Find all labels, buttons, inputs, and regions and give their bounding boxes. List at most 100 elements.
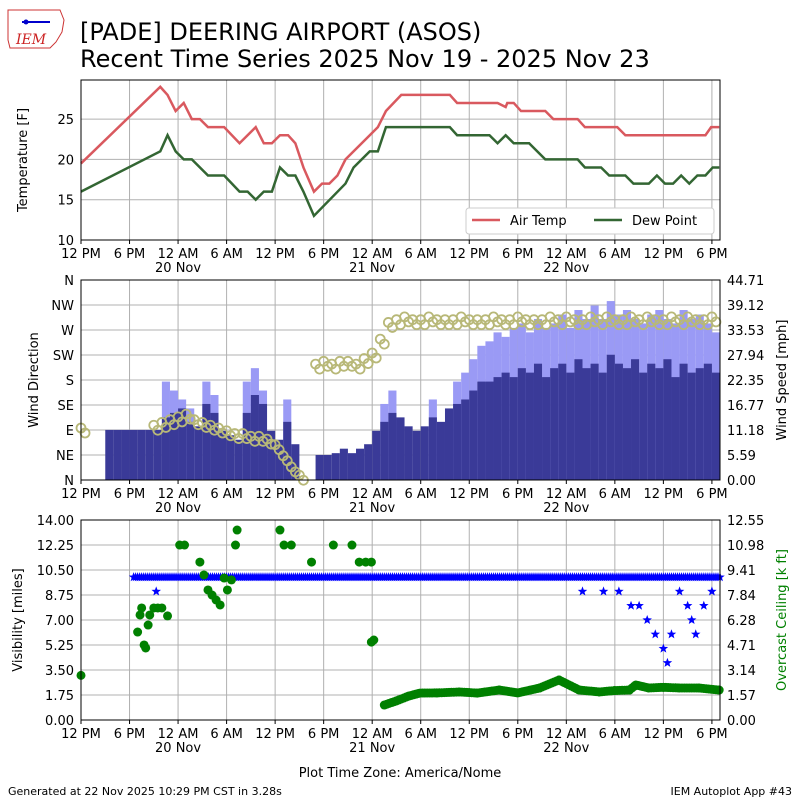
speed-bar (444, 408, 454, 480)
y-tick-label: 15 (57, 194, 74, 209)
ceiling-tick-label: 10.98 (727, 539, 764, 554)
ceiling-tick-label: 3.14 (727, 664, 756, 679)
x-tick-label: 12 PM (255, 247, 295, 262)
ceiling-point (145, 610, 155, 620)
speed-bar (436, 421, 445, 480)
speed-bar (703, 363, 712, 480)
app-footer: IEM Autoplot App #43 (671, 785, 793, 798)
visibility-point (674, 586, 685, 596)
speed-bar (428, 417, 437, 480)
ceiling-point (232, 525, 242, 535)
speed-bar (145, 429, 154, 480)
speed-bar (412, 430, 421, 480)
speed-bar (153, 429, 162, 480)
speed-bar (275, 439, 284, 480)
ceiling-point (286, 540, 296, 550)
x-tick-label: 12 PM (255, 487, 295, 502)
visibility-point (577, 586, 588, 596)
x-tick-label: 6 AM (404, 727, 437, 742)
visibility-point (658, 643, 669, 653)
ceiling-point (137, 603, 147, 613)
x-tick-label: 6 PM (502, 727, 533, 742)
ceiling-tick-label: 12.55 (727, 514, 764, 529)
ceiling-point (307, 557, 317, 567)
speed-bar (550, 368, 559, 480)
speed-tick-label: 22.35 (727, 374, 764, 389)
x-tick-label: 12 PM (644, 727, 684, 742)
x-tick-label: 6 PM (502, 487, 533, 502)
speed-bar (364, 444, 373, 480)
ceiling-point (222, 585, 232, 595)
legend-label: Dew Point (632, 214, 697, 229)
speed-bar (388, 412, 397, 480)
x-tick-label: 6 PM (696, 727, 727, 742)
speed-tick-label: 27.94 (727, 349, 764, 364)
x-date-label: 22 Nov (543, 741, 589, 756)
x-tick-label: 6 AM (599, 727, 632, 742)
iem-logo: IEM (7, 9, 65, 49)
x-tick-label: 12 AM (546, 487, 587, 502)
visibility-point (614, 586, 624, 596)
ceiling-point (275, 525, 285, 535)
x-tick-label: 12 PM (61, 727, 101, 742)
speed-bar (574, 359, 583, 480)
speed-bar (380, 421, 389, 480)
x-tick-label: 12 AM (158, 247, 199, 262)
speed-bar (372, 430, 381, 480)
visibility-point (682, 600, 693, 610)
speed-bar (647, 363, 656, 480)
speed-bar (420, 426, 429, 480)
y-axis-label: Wind Direction (27, 332, 42, 428)
ceiling-point (226, 575, 236, 585)
direction-tick-label: NW (51, 299, 74, 314)
y-axis-label: Visibility [miles] (11, 568, 26, 671)
speed-bar (129, 429, 138, 480)
x-tick-label: 12 PM (449, 247, 489, 262)
speed-bar (542, 377, 551, 480)
speed-bar (663, 359, 672, 480)
x-tick-label: 12 AM (158, 487, 199, 502)
speed-bar (283, 421, 292, 480)
speed-bar (590, 363, 599, 480)
direction-point (370, 352, 382, 364)
speed-tick-label: 0.00 (727, 474, 756, 489)
speed-tick-label: 16.77 (727, 399, 764, 414)
speed-bar (614, 363, 623, 480)
ceiling-point (366, 557, 376, 567)
speed-bar (178, 408, 187, 480)
ceiling-tick-label: 0.00 (727, 714, 756, 729)
x-tick-label: 6 PM (308, 727, 339, 742)
speed-bar (404, 426, 413, 480)
speed-bar (533, 363, 543, 480)
visibility-tick-label: 5.25 (45, 639, 74, 654)
ceiling-tick-label: 6.28 (727, 614, 756, 629)
direction-tick-label: SE (58, 399, 74, 414)
svg-text:IEM: IEM (15, 32, 47, 48)
speed-bar (315, 454, 324, 480)
speed-bar (639, 372, 648, 480)
speed-bar (234, 439, 243, 480)
x-tick-label: 12 AM (352, 487, 393, 502)
speed-bar (598, 372, 607, 480)
visibility-point (598, 586, 609, 596)
visibility-tick-label: 7.00 (45, 614, 74, 629)
x-date-label: 21 Nov (349, 741, 395, 756)
speed-bar (169, 412, 179, 480)
ceiling-point (354, 557, 364, 567)
ceiling-tick-label: 1.57 (727, 689, 756, 704)
x-tick-label: 12 AM (546, 727, 587, 742)
speed-bar (347, 453, 357, 480)
ceiling-point (199, 570, 209, 580)
speed-bar (485, 381, 494, 480)
x-tick-label: 6 PM (114, 247, 145, 262)
speed-bar (517, 368, 526, 480)
speed-bar (631, 359, 640, 480)
speed-bar (105, 429, 114, 480)
speed-bar (606, 354, 615, 480)
wind-panel: 12 PM 6 PM 12 AM 6 AM 12 PM 6 PM 12 AM 6 AM 12 P… (27, 274, 790, 516)
speed-tick-label: 5.59 (727, 449, 756, 464)
x-tick-label: 6 PM (308, 247, 339, 262)
ceiling-point (195, 557, 205, 567)
speed-bar (695, 368, 704, 480)
